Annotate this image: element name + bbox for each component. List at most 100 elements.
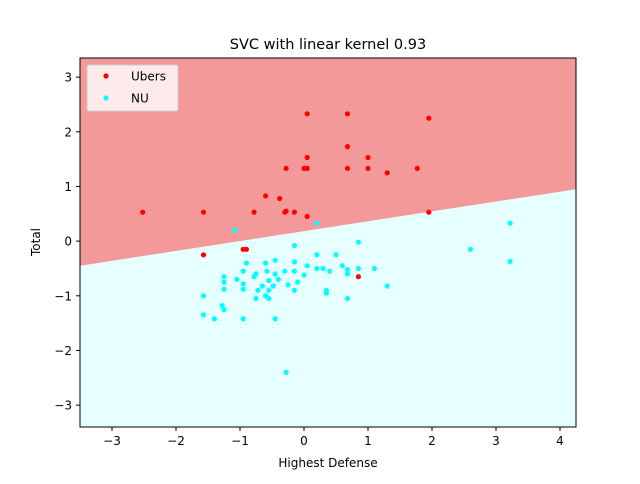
x-tick-label: −2 — [167, 434, 185, 448]
legend-marker-ubers — [103, 73, 109, 79]
x-tick-label: 0 — [300, 434, 308, 448]
point-nu — [291, 242, 297, 249]
point-nu — [291, 259, 297, 265]
point-ubers — [282, 209, 288, 215]
point-nu — [221, 306, 227, 313]
point-nu — [221, 286, 227, 292]
y-tick-label: −2 — [54, 344, 72, 358]
point-nu — [221, 274, 227, 280]
y-tick-label: 0 — [64, 235, 72, 249]
point-nu — [344, 271, 351, 277]
point-nu — [255, 287, 261, 293]
x-tick-label: 4 — [556, 434, 564, 448]
point-nu — [270, 283, 276, 289]
point-nu — [291, 287, 297, 293]
point-nu — [264, 268, 270, 274]
point-nu — [507, 220, 513, 226]
legend-marker-nu — [103, 95, 109, 101]
point-nu — [240, 268, 246, 274]
point-nu — [283, 369, 289, 375]
axes: −3 −2 −1 0 1 2 3 4 −3 −2 −1 0 1 2 3 — [54, 57, 577, 448]
point-ubers — [140, 209, 146, 215]
point-ubers — [200, 252, 207, 258]
point-nu — [219, 303, 225, 309]
legend-label-ubers: Ubers — [131, 70, 166, 84]
point-nu — [344, 295, 351, 302]
point-ubers — [304, 165, 310, 171]
point-ubers — [365, 165, 371, 171]
point-ubers — [243, 246, 249, 252]
point-nu — [301, 272, 307, 278]
point-nu — [211, 316, 217, 322]
point-nu — [295, 279, 301, 285]
y-tick-label: 3 — [64, 71, 72, 85]
point-nu — [200, 312, 207, 318]
point-ubers — [384, 170, 390, 176]
legend-box — [86, 64, 179, 112]
point-nu — [240, 316, 246, 322]
point-nu — [355, 239, 361, 245]
point-ubers — [263, 193, 269, 199]
point-ubers — [414, 165, 420, 171]
series-nu — [200, 220, 513, 375]
y-tick-label: −1 — [54, 289, 72, 303]
series-ubers — [140, 111, 432, 280]
point-nu — [240, 281, 246, 287]
point-nu — [272, 271, 278, 277]
point-ubers — [344, 111, 351, 117]
point-nu — [314, 220, 320, 226]
point-ubers — [304, 213, 310, 220]
x-tick-label: −1 — [231, 434, 249, 448]
plot-frame — [79, 57, 577, 428]
x-tick-label: 2 — [428, 434, 436, 448]
point-ubers — [304, 111, 310, 117]
y-tick-label: −3 — [54, 399, 72, 413]
point-nu — [282, 268, 288, 274]
point-nu — [272, 316, 278, 322]
chart-title: SVC with linear kernel 0.93 — [230, 37, 426, 53]
point-ubers — [344, 165, 351, 171]
point-nu — [344, 267, 351, 273]
point-nu — [384, 283, 390, 289]
x-axis-label: Highest Defense — [278, 456, 377, 470]
point-nu — [314, 265, 320, 272]
point-nu — [467, 246, 473, 252]
legend-label-nu: NU — [131, 92, 149, 106]
point-nu — [221, 279, 227, 285]
plot-area — [80, 58, 576, 427]
point-nu — [251, 274, 257, 280]
point-nu — [304, 263, 310, 269]
point-nu — [263, 260, 269, 266]
point-nu — [314, 252, 320, 258]
point-nu — [266, 277, 272, 284]
point-nu — [259, 283, 265, 289]
point-nu — [327, 268, 333, 274]
point-nu — [243, 260, 249, 266]
point-ubers — [291, 209, 297, 215]
point-nu — [272, 257, 278, 263]
point-nu — [507, 258, 513, 264]
point-ubers — [426, 209, 432, 215]
point-nu — [320, 265, 326, 272]
point-nu — [266, 287, 272, 293]
point-ubers — [344, 144, 351, 150]
point-nu — [234, 276, 240, 282]
point-nu — [275, 276, 281, 282]
x-tick-label: −3 — [103, 434, 121, 448]
point-nu — [371, 265, 377, 272]
point-ubers — [283, 165, 289, 171]
point-nu — [253, 295, 259, 302]
y-tick-label: 2 — [64, 125, 72, 139]
point-nu — [266, 295, 272, 302]
point-nu — [291, 268, 297, 274]
point-ubers — [304, 154, 310, 161]
point-ubers — [355, 274, 361, 280]
point-nu — [333, 252, 339, 258]
region-nu — [80, 189, 576, 427]
point-ubers — [251, 209, 257, 215]
point-nu — [339, 263, 345, 269]
y-tick-label: 1 — [64, 180, 72, 194]
point-ubers — [426, 115, 432, 121]
point-nu — [355, 265, 361, 272]
